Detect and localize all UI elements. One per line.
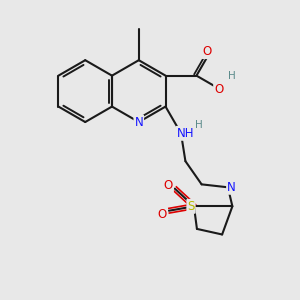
Text: N: N bbox=[134, 116, 143, 128]
Text: O: O bbox=[164, 178, 173, 192]
Text: O: O bbox=[158, 208, 167, 221]
Text: NH: NH bbox=[177, 127, 194, 140]
Text: O: O bbox=[214, 83, 224, 96]
Text: S: S bbox=[187, 200, 195, 213]
Text: O: O bbox=[203, 45, 212, 58]
Text: H: H bbox=[195, 119, 203, 130]
Text: N: N bbox=[227, 181, 236, 194]
Text: H: H bbox=[227, 71, 235, 81]
